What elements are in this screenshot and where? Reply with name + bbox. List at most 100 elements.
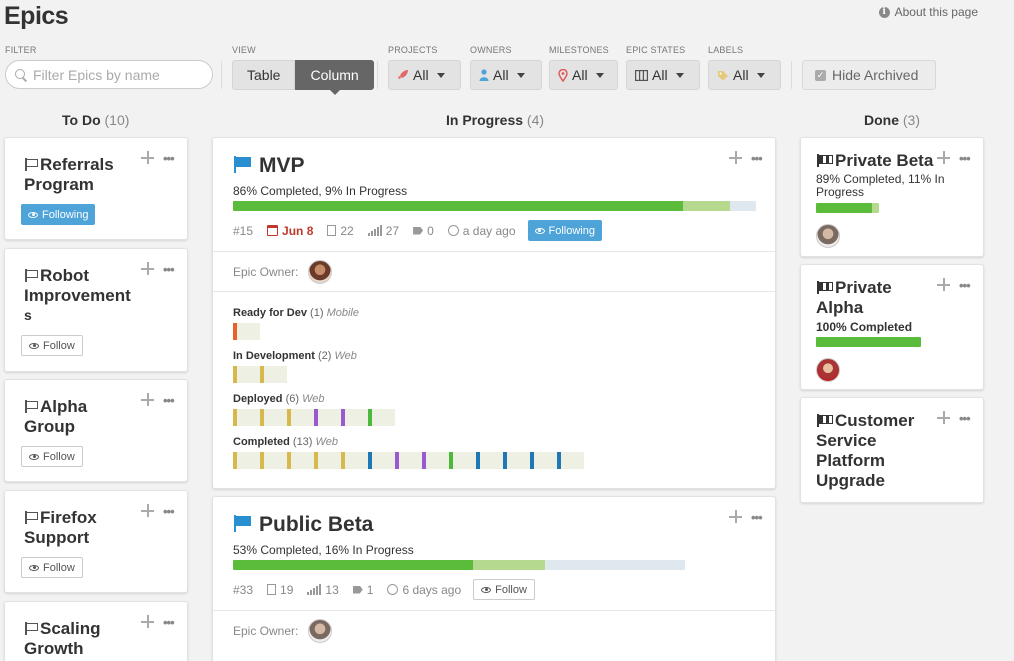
epic-card-mvp[interactable]: MVP ••• 86% Completed, 9% In Progress #1… (212, 137, 776, 489)
epic-title[interactable]: Private Alpha (816, 278, 892, 318)
search-box[interactable] (5, 60, 213, 89)
progress-text: 100% Completed (816, 320, 913, 334)
avatar[interactable] (816, 358, 840, 382)
hide-archived-toggle[interactable]: ✓ Hide Archived (802, 60, 936, 90)
story-block[interactable] (287, 452, 314, 469)
milestones-dropdown[interactable]: All (549, 60, 618, 90)
epic-id[interactable]: #15 (233, 223, 254, 238)
state-name: In Development (233, 350, 315, 362)
epic-card[interactable]: Customer Service Platform Upgrade ••• (800, 397, 984, 503)
follow-label: Follow (43, 450, 75, 463)
epic-card[interactable]: Private Beta ••• 89% Completed, 11% In P… (800, 137, 984, 257)
view-column-button[interactable]: Column (295, 60, 374, 95)
owners-dropdown[interactable]: All (470, 60, 542, 90)
epic-title[interactable]: Alpha Group (24, 397, 87, 437)
epic-title-line: Platform (816, 451, 885, 470)
story-block[interactable] (341, 409, 368, 426)
epic-title[interactable]: Customer Service Platform Upgrade (816, 411, 914, 491)
more-options-icon[interactable]: ••• (751, 151, 763, 166)
progress-in-progress (682, 201, 730, 211)
document-icon (267, 584, 277, 595)
epic-card[interactable]: Private Alpha ••• 100% Completed (800, 264, 984, 390)
epic-title-line: Private (835, 278, 892, 297)
story-block[interactable] (368, 452, 395, 469)
story-block[interactable] (287, 409, 314, 426)
search-input[interactable] (33, 66, 203, 83)
story-block[interactable] (530, 452, 557, 469)
epic-title[interactable]: Firefox Support (24, 508, 97, 548)
more-options-icon[interactable]: ••• (163, 504, 175, 519)
workflow-state-row: In Development (2) Web (233, 350, 357, 383)
epic-title-line: Service (816, 431, 877, 450)
labels-dropdown[interactable]: All (708, 60, 781, 90)
epic-card[interactable]: Firefox Support ••• Follow (4, 490, 188, 593)
epic-card[interactable]: Referrals Program ••• Following (4, 137, 188, 240)
story-block[interactable] (260, 452, 287, 469)
epic-card[interactable]: Scaling Growth ••• (4, 601, 188, 661)
more-options-icon[interactable]: ••• (959, 151, 971, 166)
story-block[interactable] (233, 366, 260, 383)
story-block[interactable] (314, 452, 341, 469)
epic-card[interactable]: Alpha Group ••• Follow (4, 379, 188, 482)
more-options-icon[interactable]: ••• (163, 262, 175, 277)
more-options-icon[interactable]: ••• (163, 393, 175, 408)
more-options-icon[interactable]: ••• (163, 615, 175, 630)
following-button[interactable]: Following (527, 220, 602, 241)
about-page-link[interactable]: i About this page (878, 5, 978, 19)
story-block[interactable] (260, 366, 287, 383)
point-count-text: 27 (385, 223, 400, 238)
more-options-icon[interactable]: ••• (959, 278, 971, 293)
epic-card-public-beta[interactable]: Public Beta ••• 53% Completed, 16% In Pr… (212, 496, 776, 661)
view-table-button[interactable]: Table (232, 60, 296, 90)
follow-button[interactable]: Follow (21, 335, 83, 356)
avatar[interactable] (308, 619, 333, 643)
story-block[interactable] (503, 452, 530, 469)
story-block[interactable] (260, 409, 287, 426)
avatar[interactable] (308, 260, 333, 284)
story-block[interactable] (233, 323, 260, 340)
point-count: 13 (307, 583, 339, 597)
progress-bar (233, 560, 685, 570)
label-count: 0 (413, 224, 434, 238)
progress-text-line: 89% Completed, 11% In (816, 172, 945, 186)
more-options-icon[interactable]: ••• (959, 411, 971, 426)
label-count-text: 1 (366, 582, 374, 597)
story-block[interactable] (557, 452, 584, 469)
epic-title-line: Program (24, 175, 94, 194)
epic-title[interactable]: Public Beta (233, 514, 373, 536)
epic-card[interactable]: Robot Improvement s ••• Follow (4, 248, 188, 372)
following-button[interactable]: Following (21, 204, 96, 225)
story-block[interactable] (368, 409, 395, 426)
more-options-icon[interactable]: ••• (751, 510, 763, 525)
story-block[interactable] (233, 452, 260, 469)
projects-dropdown[interactable]: All (388, 60, 461, 90)
state-count: (1) (310, 307, 324, 319)
story-block[interactable] (422, 452, 449, 469)
epic-title-line: s (24, 307, 32, 323)
epic-title[interactable]: MVP (233, 155, 305, 177)
story-block[interactable] (233, 409, 260, 426)
more-options-icon[interactable]: ••• (163, 151, 175, 166)
epic-title[interactable]: Robot Improvement s (24, 266, 131, 324)
epic-states-dropdown[interactable]: All (626, 60, 700, 90)
follow-button[interactable]: Follow (21, 557, 83, 578)
story-count: 22 (327, 224, 354, 238)
epic-title-line: Firefox (40, 508, 97, 527)
epic-title[interactable]: Private Beta (816, 151, 933, 171)
epic-title[interactable]: Referrals Program (24, 155, 114, 195)
story-block[interactable] (395, 452, 422, 469)
view-toggle: Table Column (232, 60, 374, 95)
epic-id[interactable]: #33 (233, 582, 254, 597)
story-block[interactable] (341, 452, 368, 469)
follow-button[interactable]: Follow (21, 446, 83, 467)
follow-button[interactable]: Follow (473, 579, 535, 600)
epic-meta: #33 19 13 1 6 days ago Follow (233, 579, 535, 600)
avatar[interactable] (816, 224, 840, 248)
story-block[interactable] (314, 409, 341, 426)
workflow-state-row: Ready for Dev (1) Mobile (233, 307, 359, 340)
epic-title[interactable]: Scaling Growth (24, 619, 100, 659)
story-block[interactable] (476, 452, 503, 469)
story-block[interactable] (449, 452, 476, 469)
label-count-text: 0 (427, 223, 434, 238)
labels-label: LABELS (708, 45, 744, 55)
